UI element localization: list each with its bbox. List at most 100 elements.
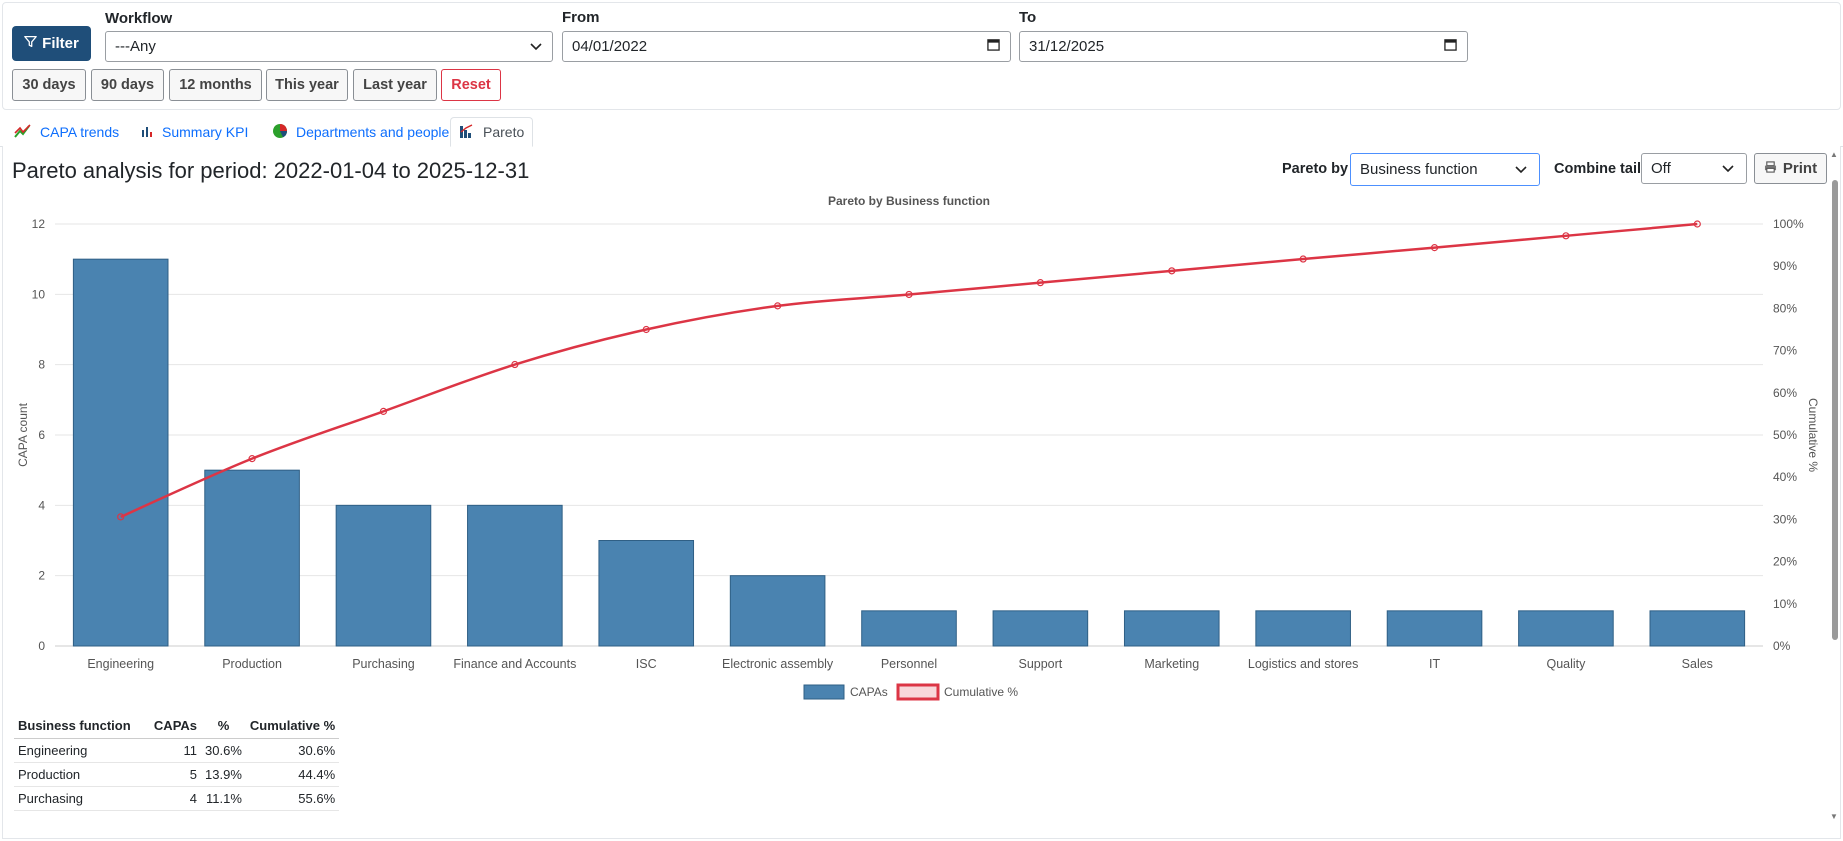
chart-title: Pareto by Business function <box>828 194 990 208</box>
funnel-icon <box>24 35 37 52</box>
scrollbar-thumb[interactable] <box>1832 180 1838 640</box>
pareto-by-label: Pareto by <box>1282 161 1349 177</box>
bar <box>467 504 563 647</box>
table-cell: 4 <box>149 786 202 811</box>
from-date-value: 04/01/2022 <box>572 38 648 55</box>
bar <box>1255 610 1351 647</box>
range-12-months-button[interactable]: 12 months <box>169 69 262 101</box>
bar <box>861 610 957 647</box>
y-tick-label: 4 <box>38 498 45 512</box>
to-date-value: 31/12/2025 <box>1029 38 1105 55</box>
table-cell: Production <box>14 762 150 787</box>
x-tick-label: Sales <box>1682 657 1713 671</box>
filter-button-label: Filter <box>42 35 79 52</box>
tab-departments-and-people[interactable]: Departments and people <box>264 117 457 147</box>
y-tick-label: 6 <box>38 428 45 442</box>
tab-capa-trends[interactable]: CAPA trends <box>6 117 127 147</box>
chevron-down-icon <box>1515 161 1527 178</box>
y2-tick-label: 100% <box>1773 217 1804 231</box>
bar <box>335 504 432 647</box>
cumulative-point <box>642 325 650 334</box>
y-tick-label: 0 <box>38 639 45 653</box>
bar <box>1518 610 1614 647</box>
page-title: Pareto analysis for period: 2022-01-04 t… <box>12 158 530 183</box>
bar <box>1386 610 1483 647</box>
cumulative-point <box>1168 267 1176 275</box>
range-last-year-button[interactable]: Last year <box>353 69 437 101</box>
trend-chart-icon <box>14 123 32 142</box>
chevron-down-icon <box>530 38 542 55</box>
printer-icon <box>1764 160 1777 177</box>
table-cell: Finance and Accounts <box>14 810 150 814</box>
table-cell: 5 <box>149 762 202 787</box>
calendar-icon <box>987 38 1000 55</box>
table-cell: 11.1% <box>201 810 246 814</box>
scroll-down-arrow-icon[interactable]: ▼ <box>1830 812 1838 821</box>
x-tick-label: Logistics and stores <box>1248 657 1358 671</box>
y-tick-label: 12 <box>32 217 46 231</box>
y2-tick-label: 10% <box>1773 597 1797 611</box>
table-cell: 66.7% <box>245 810 340 814</box>
scroll-up-arrow-icon[interactable]: ▲ <box>1830 150 1838 159</box>
table-cell: 55.6% <box>245 786 340 811</box>
tab-summary-kpi[interactable]: Summary KPI <box>132 117 256 147</box>
table-cell: 11.1% <box>201 786 246 811</box>
to-date-input[interactable]: 31/12/2025 <box>1019 31 1468 62</box>
combine-tail-select[interactable]: Off <box>1641 153 1747 184</box>
filter-button[interactable]: Filter <box>12 26 91 61</box>
table-cell: 13.9% <box>201 762 246 787</box>
cumulative-point <box>1036 279 1044 287</box>
y2-tick-label: 20% <box>1773 555 1797 569</box>
tab-pareto[interactable]: Pareto <box>450 117 534 147</box>
cumulative-point <box>248 455 256 463</box>
table-header: CAPAs <box>149 714 202 739</box>
y2-tick-label: 30% <box>1773 512 1797 526</box>
x-tick-label: Production <box>222 657 282 671</box>
from-date-input[interactable]: 04/01/2022 <box>562 31 1011 62</box>
bar <box>72 258 169 647</box>
bar <box>598 540 695 647</box>
workflow-select[interactable]: ---Any <box>105 31 553 62</box>
table-cell: Purchasing <box>14 786 150 811</box>
print-button[interactable]: Print <box>1754 153 1827 184</box>
y2-tick-label: 90% <box>1773 259 1797 273</box>
y-axis-title: CAPA count <box>16 402 30 466</box>
cumulative-point <box>1562 232 1570 240</box>
y-tick-label: 10 <box>32 287 46 301</box>
y2-tick-label: 80% <box>1773 301 1797 315</box>
x-tick-label: Marketing <box>1144 657 1199 671</box>
tab-label: Summary KPI <box>162 124 249 140</box>
y2-tick-label: 70% <box>1773 344 1797 358</box>
cumulative-point <box>379 407 388 415</box>
table-row: Production 5 13.9% 44.4% <box>14 762 340 787</box>
pareto-by-select[interactable]: Business function <box>1350 153 1540 186</box>
table-header-row: Business function CAPAs % Cumulative % <box>14 714 340 739</box>
cumulative-point <box>117 513 125 521</box>
x-tick-label: Electronic assembly <box>722 657 834 671</box>
bar <box>1649 610 1746 647</box>
pareto-by-value: Business function <box>1360 161 1478 178</box>
range-90-days-button[interactable]: 90 days <box>91 69 164 101</box>
cumulative-point <box>774 302 782 310</box>
reset-button[interactable]: Reset <box>441 69 501 101</box>
pareto-chart-icon <box>459 123 475 142</box>
bar <box>1123 610 1220 647</box>
tab-label: Pareto <box>483 124 525 140</box>
pie-chart-icon <box>272 123 288 142</box>
cumulative-point <box>1430 244 1439 252</box>
x-tick-label: Support <box>1018 657 1062 671</box>
x-tick-label: Quality <box>1546 657 1586 671</box>
bar <box>992 610 1089 647</box>
legend-swatch-cumulative <box>896 683 940 701</box>
legend-swatch-capas <box>803 684 845 700</box>
combine-tail-value: Off <box>1651 160 1671 177</box>
tab-label: CAPA trends <box>40 124 120 140</box>
workflow-value: ---Any <box>115 38 156 55</box>
cumulative-line <box>120 222 1698 519</box>
cumulative-point <box>511 360 519 369</box>
chevron-down-icon <box>1722 160 1734 177</box>
range-this-year-button[interactable]: This year <box>266 69 348 101</box>
table-row: Purchasing 4 11.1% 55.6% <box>14 786 340 811</box>
range-30-days-button[interactable]: 30 days <box>12 69 86 101</box>
pareto-table-container: Business function CAPAs % Cumulative % E… <box>3 714 363 814</box>
